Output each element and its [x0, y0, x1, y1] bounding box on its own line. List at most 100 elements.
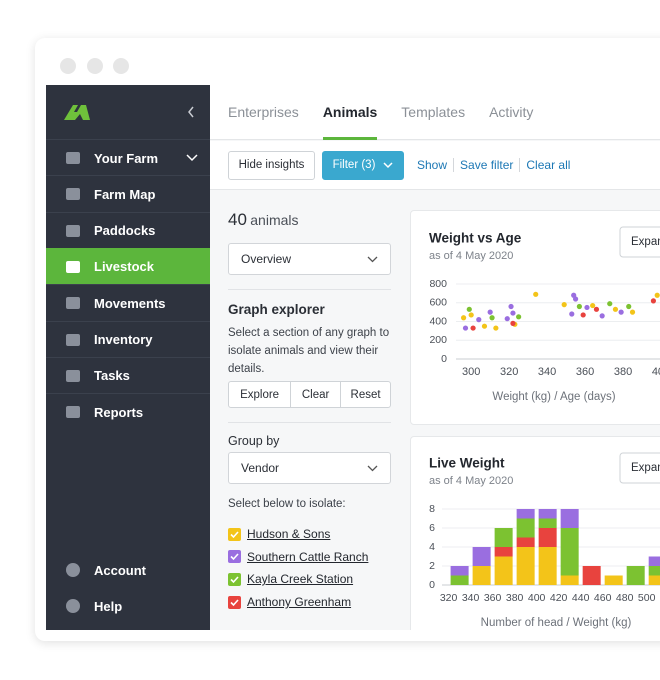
- scatter-point: [580, 312, 586, 318]
- animal-count: 40 animals: [228, 210, 299, 230]
- histogram-bar: [516, 547, 535, 585]
- nav-icon: [66, 406, 80, 419]
- nav-item[interactable]: Reports: [46, 393, 210, 430]
- explorer-button[interactable]: Explore: [240, 388, 280, 401]
- nav-icon: [66, 599, 80, 613]
- tab[interactable]: Enterprises: [228, 103, 299, 120]
- check: [230, 599, 239, 606]
- nav-item[interactable]: Movements: [46, 284, 210, 321]
- x-tick-label: 360: [576, 366, 594, 378]
- collapse-button[interactable]: [186, 105, 196, 119]
- nav-item[interactable]: Tasks: [46, 356, 210, 394]
- scatter-point: [508, 303, 514, 310]
- scatter-point: [481, 323, 488, 329]
- chart: Weight vs Age as of 4 May 2020 Expand We…: [429, 226, 660, 403]
- window-dot: [60, 58, 76, 74]
- x-tick-label: 340: [538, 366, 556, 378]
- nav-label: Paddocks: [94, 223, 156, 239]
- x-tick-label: 480: [616, 592, 634, 604]
- y-tick-label: 400: [429, 315, 447, 327]
- scatter-point: [516, 314, 522, 320]
- count-label: animals: [250, 212, 299, 228]
- scatter-point: [510, 320, 516, 326]
- x-tick-label: 320: [440, 592, 458, 604]
- nav-label: Livestock: [94, 259, 154, 275]
- histogram-bar: [516, 518, 535, 538]
- y-tick-label: 0: [441, 353, 447, 365]
- group-select[interactable]: Vendor: [228, 452, 391, 484]
- scatter-point: [612, 306, 619, 312]
- nav-label: Reports: [94, 404, 144, 420]
- chart-subtitle: as of 4 May 2020: [429, 475, 513, 487]
- scatter-point: [510, 310, 516, 316]
- histogram-bar: [626, 566, 645, 585]
- nav-item[interactable]: Help: [46, 588, 210, 624]
- x-axis-label: Number of head / Weight (kg): [481, 617, 632, 629]
- chart: Live Weight as of 4 May 2020 Expand Numb…: [429, 452, 660, 629]
- vendor-checkbox[interactable]: Hudson & Sons: [228, 525, 330, 543]
- nav-item[interactable]: Account: [46, 552, 210, 588]
- scatter-point: [590, 302, 596, 309]
- explorer-button[interactable]: Clear: [290, 382, 340, 407]
- chevron: [186, 154, 198, 162]
- nav-label: Farm Map: [94, 186, 156, 202]
- y-tick-label: 200: [429, 334, 447, 346]
- nav-item[interactable]: Paddocks: [46, 211, 210, 249]
- vendor-checkbox[interactable]: Anthony Greenham: [228, 593, 351, 611]
- histogram-bar: [560, 528, 579, 576]
- nav-item[interactable]: Livestock: [46, 247, 210, 285]
- expand-button[interactable]: [619, 226, 660, 258]
- x-tick-label: 500: [638, 592, 656, 604]
- group-select-label: Vendor: [241, 461, 280, 475]
- nav-icon: [66, 260, 80, 273]
- chart-title: Live Weight: [429, 456, 505, 471]
- filter-link[interactable]: Save filter: [460, 158, 514, 172]
- view-select[interactable]: Overview: [228, 243, 391, 275]
- x-tick-label: 400: [652, 366, 660, 378]
- vendor-checkbox[interactable]: Kayla Creek Station: [228, 570, 353, 588]
- tab[interactable]: Activity: [489, 103, 534, 120]
- filter-link[interactable]: Show: [417, 158, 448, 172]
- x-tick-label: 320: [500, 366, 518, 378]
- expand-label: Expand: [631, 462, 660, 474]
- expand-button[interactable]: [619, 452, 660, 484]
- y-tick-label: 0: [429, 579, 435, 591]
- logo: [64, 105, 90, 120]
- explorer-button[interactable]: Reset: [340, 382, 390, 407]
- sidebar: Your Farm Farm Map Paddocks Livestock Moveme…: [46, 85, 210, 630]
- chart-card: Weight vs Age as of 4 May 2020 Expand We…: [410, 210, 660, 425]
- nav-label: Inventory: [94, 332, 153, 347]
- window-dot: [87, 58, 103, 74]
- scatter-point: [489, 315, 495, 321]
- vendor-label: Anthony Greenham: [247, 595, 352, 610]
- checkbox: [228, 572, 241, 586]
- histogram-bar: [560, 575, 579, 585]
- nav-item[interactable]: Inventory: [46, 320, 210, 358]
- histogram-bar: [494, 556, 513, 585]
- separator: [519, 158, 521, 172]
- y-tick-label: 4: [429, 541, 435, 553]
- nav-icon: [66, 563, 80, 577]
- scatter-point: [650, 298, 657, 304]
- nav-item[interactable]: Farm Map: [46, 175, 210, 212]
- hide-insights-button[interactable]: Hide insights: [228, 150, 315, 180]
- divider: [228, 422, 391, 423]
- scatter-point: [470, 325, 476, 331]
- filter-button[interactable]: Filter (3): [322, 150, 404, 180]
- nav-label: Your Farm: [94, 150, 159, 166]
- x-tick-label: 300: [462, 366, 480, 378]
- chart-card: Live Weight as of 4 May 2020 Expand Numb…: [410, 436, 660, 630]
- scatter-point: [569, 311, 575, 317]
- tab[interactable]: Templates: [401, 103, 466, 120]
- nav-icon: [66, 188, 80, 201]
- x-tick-label: 440: [572, 592, 590, 604]
- nav-item[interactable]: Your Farm: [46, 139, 210, 176]
- y-tick-label: 2: [429, 560, 435, 572]
- filter-link[interactable]: Clear all: [526, 158, 571, 172]
- scatter-point: [576, 303, 582, 310]
- histogram-bar: [538, 518, 557, 528]
- vendor-checkbox[interactable]: Southern Cattle Ranch: [228, 548, 368, 566]
- tab[interactable]: Animals: [322, 85, 378, 140]
- vendor-label: Kayla Creek Station: [247, 572, 354, 587]
